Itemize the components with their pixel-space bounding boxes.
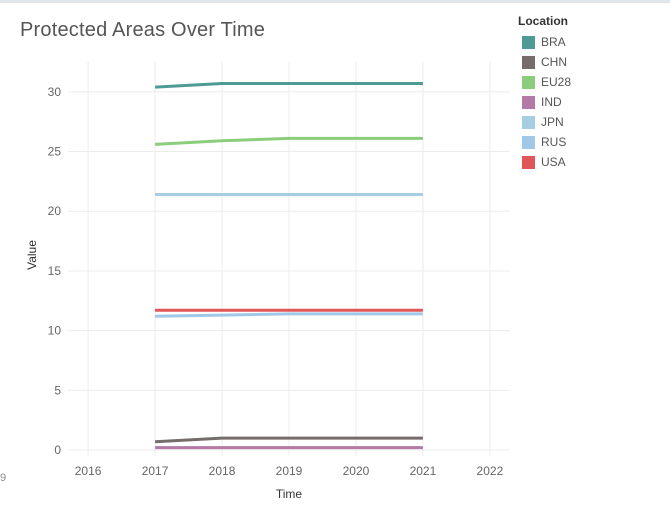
legend-label: BRA — [541, 35, 566, 49]
x-axis-ticks: 2016 2017 2018 2019 2020 2021 2022 — [75, 464, 504, 478]
legend-label: IND — [541, 95, 562, 109]
legend-item-rus[interactable]: RUS — [518, 132, 571, 152]
legend-title: Location — [518, 14, 568, 28]
x-tick-label: 2019 — [276, 464, 303, 478]
y-axis-title: Value — [25, 240, 39, 270]
x-tick-label: 2021 — [410, 464, 437, 478]
x-tick-label: 2016 — [75, 464, 102, 478]
legend-label: CHN — [541, 55, 567, 69]
legend-item-chn[interactable]: CHN — [518, 52, 571, 72]
series-line-rus[interactable] — [155, 312, 423, 318]
legend: Location BRA CHN EU28 IND JPN RUS USA — [518, 14, 571, 172]
x-tick-label: 2020 — [343, 464, 370, 478]
y-tick-label: 15 — [48, 264, 62, 278]
legend-label: USA — [541, 155, 566, 169]
legend-label: JPN — [541, 115, 564, 129]
series-line-bra[interactable] — [155, 82, 423, 89]
y-tick-label: 0 — [54, 443, 61, 457]
legend-item-eu28[interactable]: EU28 — [518, 72, 571, 92]
x-tick-label: 2022 — [477, 464, 504, 478]
legend-swatch — [522, 115, 535, 129]
top-border — [0, 0, 670, 3]
chart-title: Protected Areas Over Time — [20, 19, 266, 41]
x-tick-label: 2017 — [142, 464, 169, 478]
legend-swatch — [522, 155, 535, 169]
series-line-eu28[interactable] — [155, 136, 423, 146]
legend-swatch — [522, 95, 535, 109]
y-tick-label: 25 — [48, 145, 62, 159]
y-axis-ticks: 0 5 10 15 20 25 30 — [48, 85, 62, 457]
y-tick-label: 20 — [48, 204, 62, 218]
y-tick-label: 10 — [48, 324, 62, 338]
x-axis-title: Time — [276, 487, 303, 501]
legend-items: BRA CHN EU28 IND JPN RUS USA — [518, 32, 571, 172]
legend-label: RUS — [541, 135, 567, 149]
series-line-chn[interactable] — [155, 436, 423, 444]
legend-swatch — [522, 75, 535, 89]
clipped-label: 9 — [0, 472, 7, 484]
grid-lines — [68, 62, 510, 456]
legend-item-usa[interactable]: USA — [518, 152, 571, 172]
legend-swatch — [522, 35, 535, 49]
y-tick-label: 5 — [54, 383, 61, 397]
legend-item-ind[interactable]: IND — [518, 92, 571, 112]
legend-item-bra[interactable]: BRA — [518, 32, 571, 52]
y-tick-label: 30 — [48, 85, 62, 99]
legend-swatch — [522, 135, 535, 149]
legend-label: EU28 — [541, 75, 572, 89]
legend-item-jpn[interactable]: JPN — [518, 112, 571, 132]
series-lines — [155, 82, 423, 450]
x-tick-label: 2018 — [209, 464, 236, 478]
legend-swatch — [522, 55, 535, 69]
